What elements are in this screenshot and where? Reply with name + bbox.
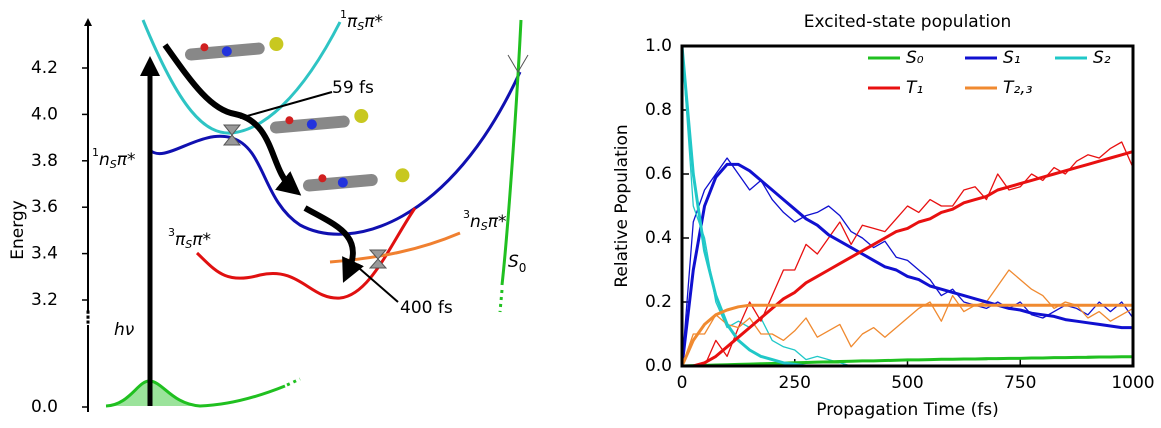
decay-arrow bbox=[165, 45, 292, 188]
state-label: 3πSπ* bbox=[168, 226, 211, 251]
legend-label: S₂ bbox=[1093, 48, 1111, 68]
legend-label: T₁ bbox=[906, 78, 923, 98]
legend-label: T₂,₃ bbox=[1003, 78, 1033, 98]
x-tick-label: 250 bbox=[779, 373, 811, 393]
y-axis-label: Relative Population bbox=[612, 124, 632, 287]
fit-line bbox=[682, 164, 1133, 366]
state-label: 1nSπ* bbox=[92, 146, 136, 171]
curve bbox=[500, 290, 502, 312]
legend-label: S₁ bbox=[1003, 48, 1021, 68]
label-part: S bbox=[508, 252, 519, 272]
fit-line bbox=[682, 152, 1133, 366]
chart-title: Excited-state population bbox=[804, 12, 1012, 32]
y-axis-label: Energy bbox=[8, 200, 28, 260]
y-tick-label: 0.0 bbox=[31, 397, 58, 417]
legend-label: S₀ bbox=[906, 48, 924, 68]
y-tick-label: 4.2 bbox=[31, 58, 58, 78]
label-part: 0 bbox=[519, 261, 527, 275]
time-label: 59 fs bbox=[332, 78, 374, 98]
y-tick-label: 4.0 bbox=[31, 104, 58, 124]
x-axis-label: Propagation Time (fs) bbox=[816, 400, 998, 420]
state-label: 3nSπ* bbox=[463, 208, 507, 233]
y-tick-label: 3.4 bbox=[31, 244, 58, 264]
label-part: S bbox=[110, 158, 117, 171]
decay-arrow bbox=[305, 208, 353, 272]
axis-break: ⋮ bbox=[80, 308, 97, 328]
label-part: n bbox=[99, 150, 110, 170]
y-tick-label: 3.6 bbox=[31, 197, 58, 217]
label-part: 1 bbox=[92, 146, 99, 159]
leader-line bbox=[240, 92, 332, 118]
population-chart: Excited-state population Propagation Time… bbox=[612, 12, 1155, 420]
y-tick-label: 3.2 bbox=[31, 290, 58, 310]
label-part: S bbox=[481, 220, 488, 233]
molecules bbox=[184, 36, 410, 192]
label-part: π* bbox=[364, 12, 383, 32]
state-labels: 1πSπ*1nSπ*3πSπ*3nSπ*S0 bbox=[92, 8, 526, 275]
energy-diagram: ⋮ Energy 59 fs 400 fs hν bbox=[8, 20, 528, 412]
y-tick-label: 3.8 bbox=[31, 151, 58, 171]
label-part: π* bbox=[488, 212, 507, 232]
state-label: S0 bbox=[508, 252, 526, 275]
label-part: π* bbox=[117, 150, 136, 170]
raw-line bbox=[682, 142, 1133, 366]
figure: ⋮ Energy 59 fs 400 fs hν 0.0 3.2 3.4 3.6 3.8… bbox=[0, 0, 1161, 424]
label-part: S bbox=[185, 238, 192, 251]
label-part: 1 bbox=[340, 8, 347, 21]
y-tick-label: 0.0 bbox=[645, 356, 672, 376]
raw-line bbox=[682, 158, 1133, 366]
y-tick-label: 1.0 bbox=[645, 36, 672, 56]
y-tick-label: 0.4 bbox=[645, 228, 672, 248]
curve bbox=[502, 20, 521, 285]
label-part: S bbox=[357, 20, 364, 33]
y-tick-label: 0.6 bbox=[645, 164, 672, 184]
excitation-label: hν bbox=[114, 320, 135, 340]
x-tick-label: 0 bbox=[677, 373, 688, 393]
label-part: π* bbox=[192, 230, 211, 250]
x-tick-label: 500 bbox=[891, 373, 923, 393]
x-tick-label: 1000 bbox=[1111, 373, 1154, 393]
y-tick-label: 0.2 bbox=[645, 292, 672, 312]
x-tick-label: 750 bbox=[1004, 373, 1036, 393]
time-label: 400 fs bbox=[400, 298, 453, 318]
crossing-marks bbox=[224, 55, 528, 268]
curve bbox=[287, 379, 300, 385]
y-tick-label: 0.8 bbox=[645, 100, 672, 120]
diagram-ticks: 0.0 3.2 3.4 3.6 3.8 4.0 4.2 bbox=[31, 58, 88, 417]
label-part: 3 bbox=[463, 208, 470, 221]
label-part: n bbox=[470, 212, 481, 232]
label-part: 3 bbox=[168, 226, 175, 239]
state-label: 1πSπ* bbox=[340, 8, 383, 33]
